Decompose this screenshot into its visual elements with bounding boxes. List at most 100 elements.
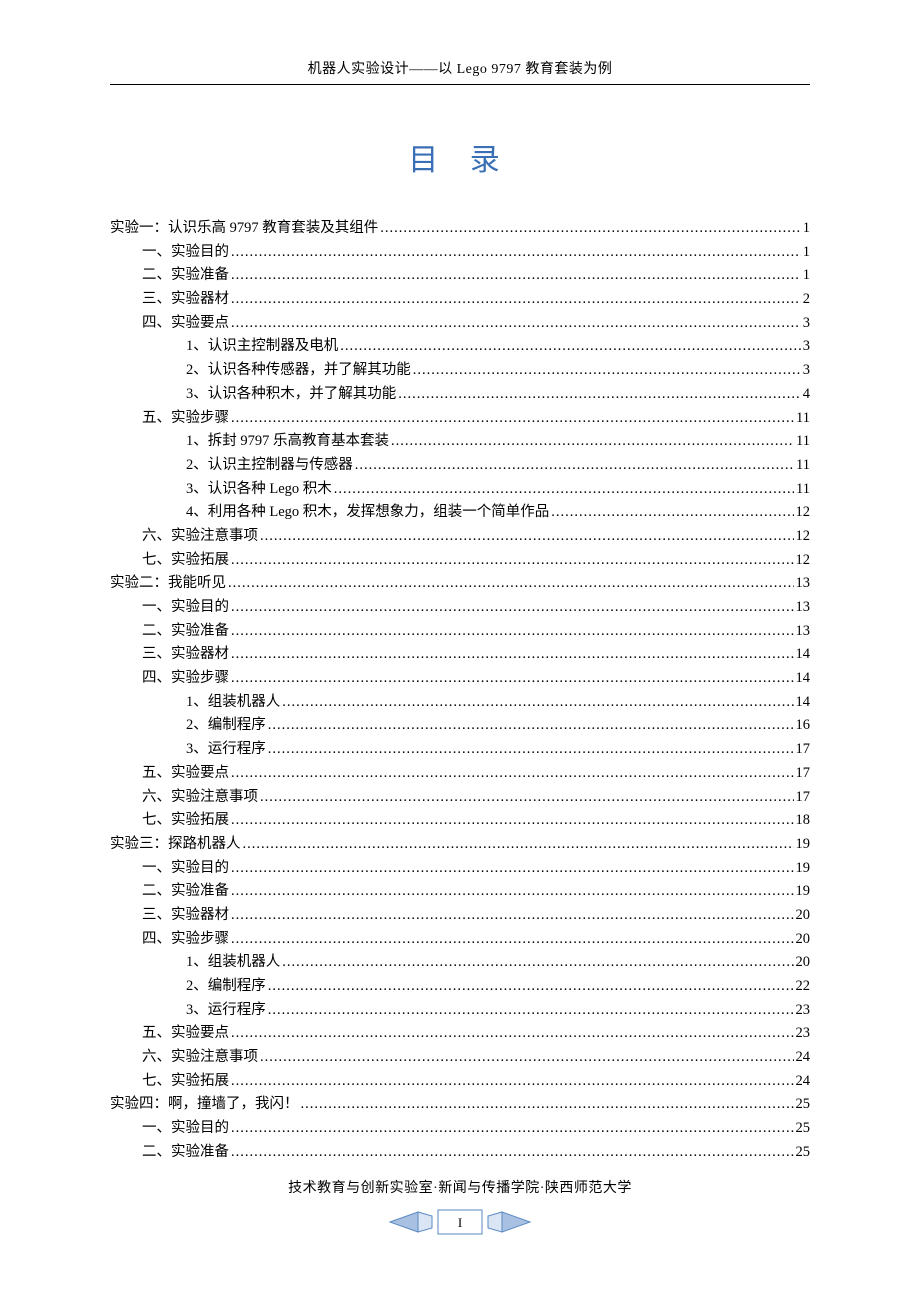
toc-entry-page: 1 bbox=[803, 268, 810, 283]
toc-entry-page: 24 bbox=[796, 1074, 811, 1089]
toc-entry-label: 四、实验要点 bbox=[142, 316, 229, 331]
toc-entry: 2、编制程序 16 bbox=[110, 718, 810, 733]
toc-entry-label: 实验一：认识乐高 9797 教育套装及其组件 bbox=[110, 221, 378, 236]
toc-entry-page: 17 bbox=[796, 766, 811, 781]
toc-entry-page: 1 bbox=[803, 221, 810, 236]
toc-entry-label: 六、实验注意事项 bbox=[142, 529, 258, 544]
toc-entry-label: 六、实验注意事项 bbox=[142, 1050, 258, 1065]
toc-entry-label: 一、实验目的 bbox=[142, 600, 229, 615]
toc-entry-page: 4 bbox=[803, 387, 810, 402]
toc-entry-label: 一、实验目的 bbox=[142, 861, 229, 876]
toc-entry: 六、实验注意事项12 bbox=[110, 529, 810, 544]
toc-entry-label: 七、实验拓展 bbox=[142, 813, 229, 828]
toc-leader-dots bbox=[228, 576, 794, 591]
toc-entry: 五、实验要点23 bbox=[110, 1026, 810, 1041]
toc-leader-dots bbox=[391, 434, 794, 449]
toc-entry: 四、实验步骤20 bbox=[110, 932, 810, 947]
toc-entry-label: 2、认识各种传感器，并了解其功能 bbox=[186, 363, 411, 378]
toc-entry: 三、实验器材 2 bbox=[110, 292, 810, 307]
toc-entry: 五、实验要点17 bbox=[110, 766, 810, 781]
toc-entry-label: 三、实验器材 bbox=[142, 908, 229, 923]
toc-entry-page: 14 bbox=[796, 695, 811, 710]
toc-entry-page: 17 bbox=[796, 790, 811, 805]
toc-entry-page: 16 bbox=[796, 718, 811, 733]
toc-entry-label: 3、认识各种积木，并了解其功能 bbox=[186, 387, 396, 402]
toc-entry-label: 二、实验准备 bbox=[142, 1145, 229, 1160]
toc-entry-label: 3、认识各种 Lego 积木 bbox=[186, 482, 332, 497]
toc-entry: 四、实验步骤14 bbox=[110, 671, 810, 686]
toc-entry-page: 23 bbox=[796, 1003, 811, 1018]
toc-entry-page: 23 bbox=[796, 1026, 811, 1041]
toc-entry-label: 五、实验步骤 bbox=[142, 411, 229, 426]
toc-entry-page: 17 bbox=[796, 742, 811, 757]
toc-entry: 二、实验准备13 bbox=[110, 624, 810, 639]
toc-entry: 七、实验拓展18 bbox=[110, 813, 810, 828]
toc-entry: 2、认识各种传感器，并了解其功能 3 bbox=[110, 363, 810, 378]
toc-entry: 二、实验准备 1 bbox=[110, 268, 810, 283]
toc-entry: 3、运行程序17 bbox=[110, 742, 810, 757]
toc-entry-label: 2、认识主控制器与传感器 bbox=[186, 458, 353, 473]
toc-entry-page: 11 bbox=[796, 482, 810, 497]
toc-entry-page: 3 bbox=[803, 363, 810, 378]
page-number-badge: I bbox=[380, 1207, 540, 1237]
toc-entry-label: 3、运行程序 bbox=[186, 1003, 266, 1018]
toc-leader-dots bbox=[260, 529, 794, 544]
toc-leader-dots bbox=[231, 861, 794, 876]
toc-leader-dots bbox=[268, 742, 794, 757]
toc-entry: 一、实验目的 13 bbox=[110, 600, 810, 615]
toc-entry: 一、实验目的 1 bbox=[110, 245, 810, 260]
toc-entry-page: 25 bbox=[796, 1145, 811, 1160]
toc-entry: 二、实验准备 25 bbox=[110, 1145, 810, 1160]
toc-entry: 2、认识主控制器与传感器11 bbox=[110, 458, 810, 473]
toc-leader-dots bbox=[231, 884, 794, 899]
toc-leader-dots bbox=[231, 932, 794, 947]
page-footer: 技术教育与创新实验室·新闻与传播学院·陕西师范大学 I bbox=[0, 1177, 920, 1242]
toc-entry-label: 实验四：啊，撞墙了，我闪！ bbox=[110, 1097, 299, 1112]
toc-leader-dots bbox=[260, 1050, 794, 1065]
toc-entry-label: 1、拆封 9797 乐高教育基本套装 bbox=[186, 434, 389, 449]
toc-entry-label: 2、编制程序 bbox=[186, 718, 266, 733]
toc-entry: 一、实验目的25 bbox=[110, 1121, 810, 1136]
toc-entry: 七、实验拓展12 bbox=[110, 553, 810, 568]
toc-entry: 1、认识主控制器及电机3 bbox=[110, 339, 810, 354]
toc-entry-label: 实验二：我能听见 bbox=[110, 576, 226, 591]
toc-entry-page: 11 bbox=[796, 434, 810, 449]
toc-entry-page: 19 bbox=[796, 861, 811, 876]
toc-leader-dots bbox=[301, 1097, 794, 1112]
toc-entry: 2、编制程序22 bbox=[110, 979, 810, 994]
toc-entry-label: 4、利用各种 Lego 积木，发挥想象力，组装一个简单作品 bbox=[186, 505, 549, 520]
toc-leader-dots bbox=[334, 482, 794, 497]
toc-entry: 3、认识各种积木，并了解其功能 4 bbox=[110, 387, 810, 402]
toc-leader-dots bbox=[380, 221, 801, 236]
toc-entry-page: 14 bbox=[796, 647, 811, 662]
toc-entry-label: 三、实验器材 bbox=[142, 292, 229, 307]
toc-entry-label: 1、认识主控制器及电机 bbox=[186, 339, 338, 354]
toc-leader-dots bbox=[551, 505, 793, 520]
toc-entry-page: 20 bbox=[796, 932, 811, 947]
toc-entry-page: 3 bbox=[803, 316, 810, 331]
toc-entry-page: 13 bbox=[796, 600, 811, 615]
toc-entry-label: 2、编制程序 bbox=[186, 979, 266, 994]
toc-entry-label: 实验三：探路机器人 bbox=[110, 837, 241, 852]
toc-leader-dots bbox=[231, 268, 801, 283]
toc-entry-page: 19 bbox=[796, 884, 811, 899]
toc-entry-page: 2 bbox=[803, 292, 810, 307]
toc-entry-label: 三、实验器材 bbox=[142, 647, 229, 662]
toc-entry: 实验三：探路机器人19 bbox=[110, 837, 810, 852]
toc-entry-page: 24 bbox=[796, 1050, 811, 1065]
toc-leader-dots bbox=[231, 647, 794, 662]
toc-entry-label: 二、实验准备 bbox=[142, 624, 229, 639]
toc-leader-dots bbox=[231, 292, 801, 307]
toc-leader-dots bbox=[282, 955, 793, 970]
toc-entry: 1、组装机器人20 bbox=[110, 955, 810, 970]
toc-entry-page: 25 bbox=[796, 1097, 811, 1112]
toc-leader-dots bbox=[268, 718, 794, 733]
toc-entry-label: 二、实验准备 bbox=[142, 268, 229, 283]
toc-entry-page: 1 bbox=[803, 245, 810, 260]
toc-entry-label: 一、实验目的 bbox=[142, 245, 229, 260]
toc-leader-dots bbox=[260, 790, 794, 805]
toc-entry-page: 25 bbox=[796, 1121, 811, 1136]
toc-leader-dots bbox=[413, 363, 801, 378]
toc-leader-dots bbox=[231, 553, 794, 568]
toc-entry: 一、实验目的 19 bbox=[110, 861, 810, 876]
